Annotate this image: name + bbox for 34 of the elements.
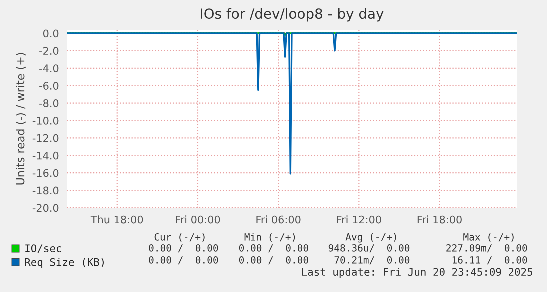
y-tick-label: -16.0 <box>32 169 59 178</box>
x-tick-label: Fri 06:00 <box>256 216 301 224</box>
text: 70.21m/ 0.00 <box>334 256 410 265</box>
y-tick-label: 0.0 <box>43 30 59 38</box>
legend-label: IO/sec <box>26 244 62 254</box>
y-tick-label: -10.0 <box>32 116 59 125</box>
x-tick-label: Fri 00:00 <box>176 216 220 224</box>
y-tick-label: -14.0 <box>32 152 59 160</box>
chart-title: IOs for /dev/loop8 - by day <box>201 8 384 22</box>
text: 0.00 / 0.00 <box>239 256 308 265</box>
line-series <box>67 32 517 175</box>
y-axis-title: Units read (-) / write (+) <box>16 53 26 185</box>
y-tick-label: -6.0 <box>40 82 59 90</box>
text: Last update: Fri Jun 20 23:45:09 2025 <box>302 268 532 278</box>
text: Max (-/+) <box>464 233 514 242</box>
legend-label: Req Size (KB) <box>25 258 104 268</box>
y-tick-label: -20.0 <box>32 204 59 212</box>
text: 0.00 / 0.00 <box>239 244 308 253</box>
text: 0.00 / 0.00 <box>149 256 218 265</box>
y-tick-label: -12.0 <box>32 134 59 142</box>
text: 948.36u/ 0.00 <box>328 244 410 253</box>
x-tick-label: Fri 18:00 <box>418 216 462 224</box>
text: 227.09m/ 0.00 <box>446 244 528 253</box>
y-tick-label: -2.0 <box>40 47 59 56</box>
x-tick-label: Thu 18:00 <box>90 216 144 224</box>
x-tick-label: Fri 12:00 <box>337 216 382 224</box>
y-tick-label: -18.0 <box>32 186 59 195</box>
text: 16.11 / 0.00 <box>452 256 528 265</box>
y-tick-label: -4.0 <box>40 64 59 72</box>
text: 0.00 / 0.00 <box>149 244 218 253</box>
text: Cur (-/+) <box>154 233 205 242</box>
y-tick-label: -8.0 <box>40 100 59 108</box>
text: Min (-/+) <box>244 233 296 242</box>
text: Avg (-/+) <box>346 233 396 243</box>
